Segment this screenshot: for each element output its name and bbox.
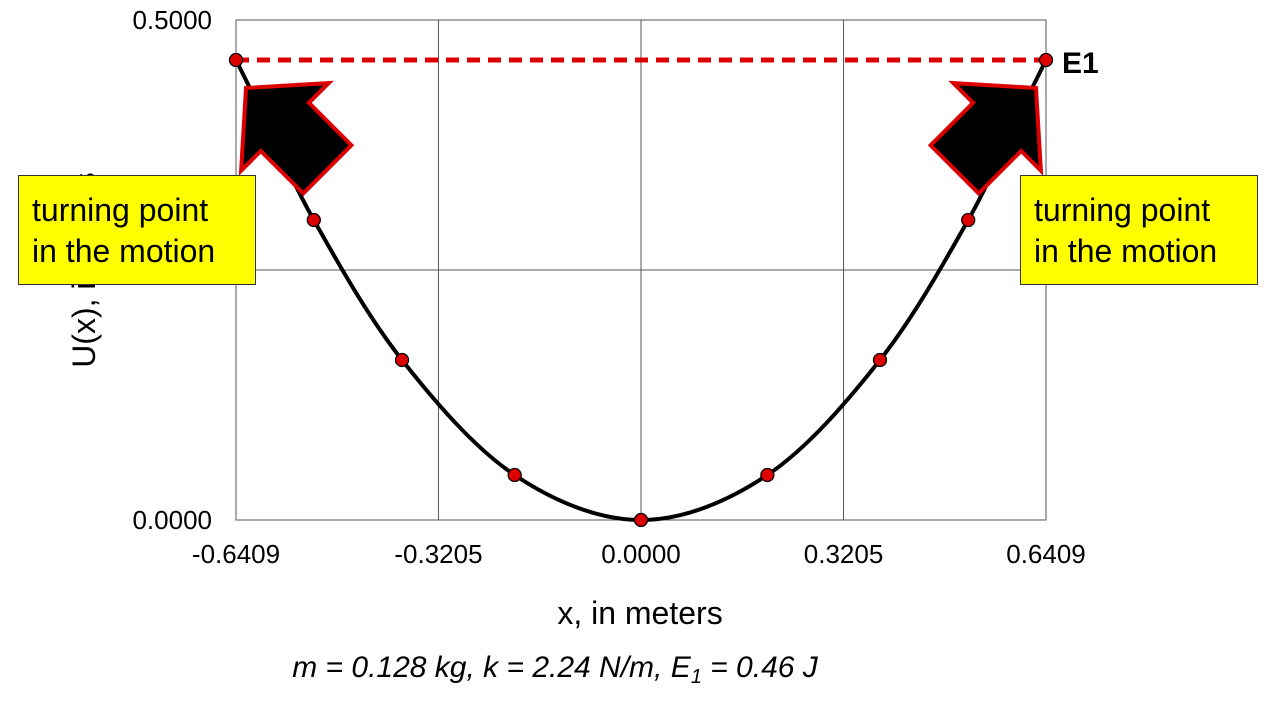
parameters-main: m = 0.128 kg, k = 2.24 N/m, E (292, 651, 692, 684)
x-tick-label-0: -0.6409 (192, 539, 280, 569)
parameters-suffix: = 0.46 J (702, 651, 819, 684)
data-point-4 (507, 467, 522, 483)
callout-left-line-2: in the motion (32, 233, 216, 269)
callout-right-line-2: in the motion (1034, 233, 1218, 269)
turning-point-arrows (238, 80, 1044, 197)
x-tick-label-1: -0.3205 (394, 539, 482, 569)
x-tick-label-2: 0.0000 (601, 539, 681, 569)
turning-point-callout-left: turning point in the motion (18, 175, 256, 285)
data-point-3 (394, 352, 410, 368)
callout-right-line-1: turning point (1034, 192, 1211, 228)
grid-lines (235, 19, 1047, 521)
data-point-2 (306, 212, 321, 228)
data-point-8 (961, 212, 976, 228)
data-point-10 (1038, 52, 1054, 68)
data-point-6 (760, 467, 775, 483)
x-tick-label-3: 0.3205 (804, 539, 884, 569)
parameters-text: m = 0.128 kg, k = 2.24 N/m, E1 = 0.46 J (292, 651, 819, 688)
parameters-subscript: 1 (691, 666, 702, 688)
x-tick-labels: -0.6409 -0.3205 0.0000 0.3205 0.6409 (192, 539, 1086, 569)
turning-point-arrow-right (927, 80, 1044, 197)
turning-point-callout-right: turning point in the motion (1020, 175, 1258, 285)
turning-point-arrow-left (238, 80, 355, 197)
data-point-0 (228, 52, 244, 68)
data-point-7 (872, 352, 888, 368)
y-tick-label-0: 0.0000 (132, 505, 212, 535)
y-tick-labels: 0.0000 0.5000 (132, 5, 212, 535)
y-tick-label-1: 0.5000 (132, 5, 212, 35)
data-point-5 (633, 512, 649, 528)
x-axis-title: x, in meters (557, 595, 722, 631)
energy-level-label: E1 (1062, 47, 1099, 80)
callout-left-line-1: turning point (32, 192, 209, 228)
x-tick-label-4: 0.6409 (1006, 539, 1086, 569)
